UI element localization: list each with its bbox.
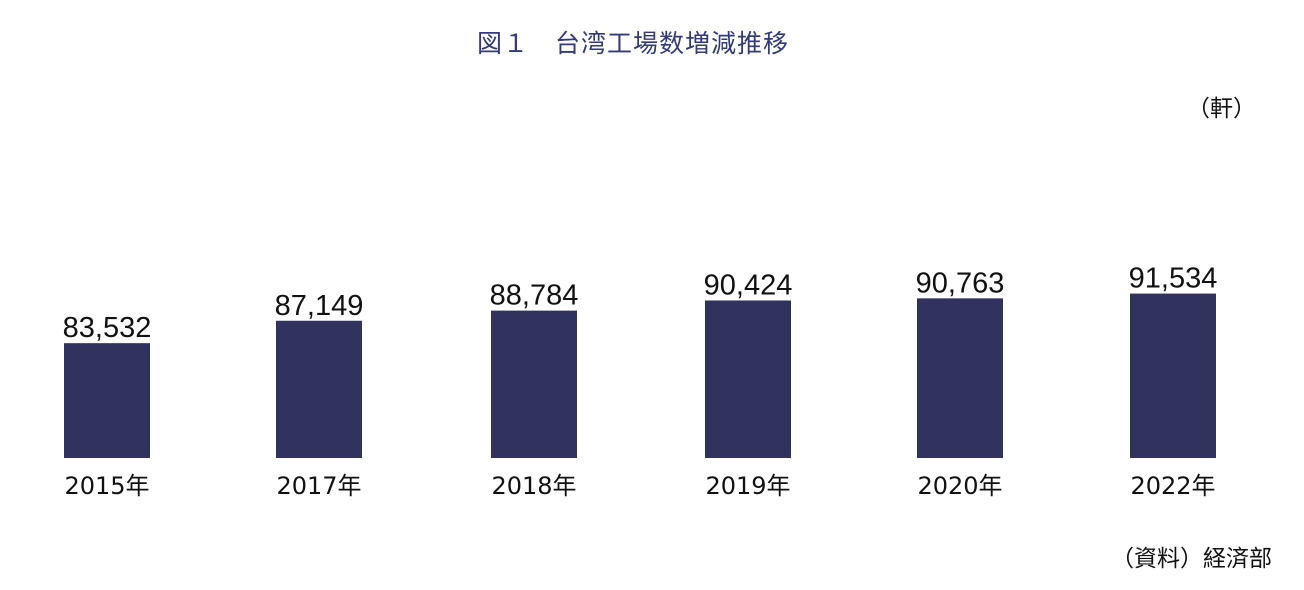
bar-value-label: 90,763 bbox=[916, 267, 1005, 299]
bar bbox=[705, 300, 791, 458]
category-label: 2022年 bbox=[1130, 472, 1215, 500]
category-labels-layer: 2015年 2017年 2018年 2019年 2020年 2022年 bbox=[64, 472, 1215, 500]
bar bbox=[917, 298, 1003, 458]
value-labels-layer: 83,532 87,149 88,784 90,424 90,763 91,534 bbox=[63, 263, 1218, 345]
bar-value-label: 91,534 bbox=[1129, 263, 1218, 295]
bar bbox=[491, 310, 577, 458]
bar-value-label: 87,149 bbox=[275, 290, 364, 322]
unit-label: （軒） bbox=[1187, 96, 1256, 122]
bars-layer bbox=[64, 293, 1216, 458]
category-label: 2017年 bbox=[276, 472, 361, 500]
category-label: 2015年 bbox=[64, 472, 149, 500]
bar bbox=[276, 320, 362, 458]
bar bbox=[64, 343, 150, 458]
source-note: （資料）経済部 bbox=[1111, 546, 1272, 572]
bar-value-label: 88,784 bbox=[490, 280, 579, 312]
bar bbox=[1130, 293, 1216, 458]
bar-value-label: 90,424 bbox=[704, 269, 793, 301]
chart-title: 図１ 台湾工場数増減推移 bbox=[477, 29, 789, 58]
category-label: 2020年 bbox=[917, 472, 1002, 500]
category-label: 2018年 bbox=[491, 472, 576, 500]
bar-value-label: 83,532 bbox=[63, 312, 152, 344]
category-label: 2019年 bbox=[705, 472, 790, 500]
